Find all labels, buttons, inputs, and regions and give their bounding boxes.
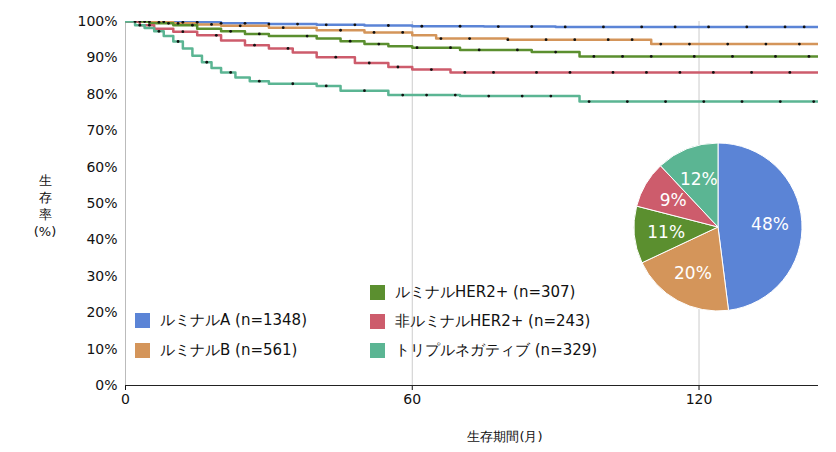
html-text:生存期間(月): 生存期間(月) bbox=[467, 429, 543, 444]
html-text:トリプルネガティブ (n=329): トリプルネガティブ (n=329) bbox=[395, 341, 598, 359]
svg-text:120: 120 bbox=[686, 391, 713, 407]
html-text:非ルミナルHER2+ (n=243): 非ルミナルHER2+ (n=243) bbox=[395, 312, 591, 330]
svg-text:60%: 60% bbox=[86, 159, 117, 175]
svg-text:20%: 20% bbox=[86, 304, 117, 320]
svg-text:60: 60 bbox=[403, 391, 421, 407]
svg-text:70%: 70% bbox=[86, 122, 117, 138]
svg-text:10%: 10% bbox=[86, 341, 117, 357]
html-text:ルミナルA (n=1348): ルミナルA (n=1348) bbox=[160, 311, 307, 329]
html-text:生: 生 bbox=[38, 173, 52, 188]
svg-text:0%: 0% bbox=[95, 377, 117, 393]
html-text:率: 率 bbox=[38, 207, 52, 222]
svg-text:0: 0 bbox=[121, 391, 130, 407]
svg-text:50%: 50% bbox=[86, 195, 117, 211]
html-text:ルミナルB (n=561): ルミナルB (n=561) bbox=[160, 341, 298, 359]
svg-text:30%: 30% bbox=[86, 268, 117, 284]
html-text:ルミナルHER2+ (n=307): ルミナルHER2+ (n=307) bbox=[395, 283, 576, 301]
svg-text:48%: 48% bbox=[751, 214, 789, 234]
svg-text:12%: 12% bbox=[680, 169, 718, 189]
svg-text:9%: 9% bbox=[660, 190, 687, 210]
svg-text:90%: 90% bbox=[86, 49, 117, 65]
svg-text:11%: 11% bbox=[647, 222, 685, 242]
svg-text:100%: 100% bbox=[77, 13, 117, 29]
svg-text:80%: 80% bbox=[86, 86, 117, 102]
html-text:存: 存 bbox=[38, 190, 52, 205]
svg-text:40%: 40% bbox=[86, 231, 117, 247]
svg-text:20%: 20% bbox=[674, 263, 712, 283]
